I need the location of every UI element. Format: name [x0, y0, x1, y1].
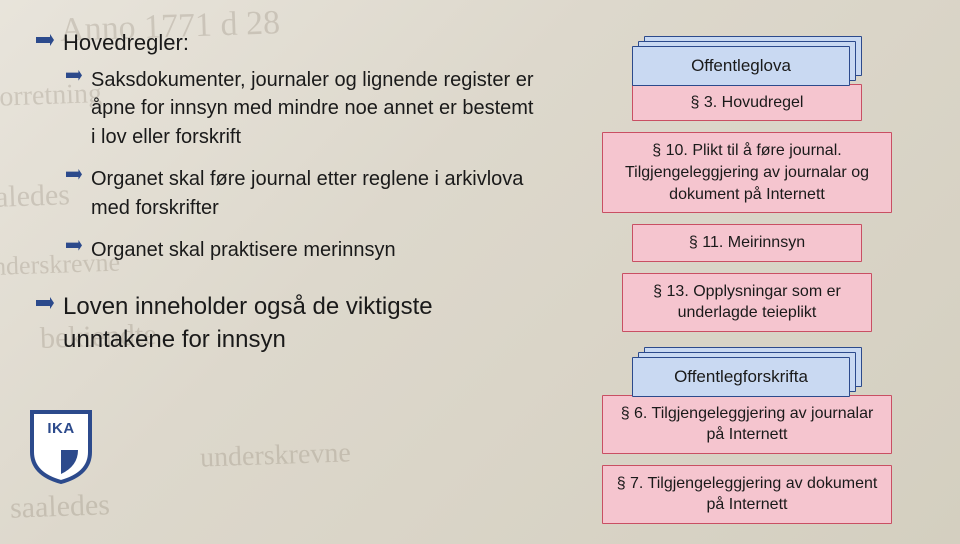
summary-list: Loven inneholder også de viktigste unnta…: [36, 290, 536, 366]
regulation-title-box: Offentlegforskrifta: [632, 347, 862, 384]
ika-label: IKA: [28, 420, 94, 437]
left-column: Hovedregler: Saksdokumenter, journaler o…: [36, 30, 536, 524]
bullet-list: Saksdokumenter, journaler og lignende re…: [36, 66, 536, 278]
section-box: § 7. Tilgjengeleggjering av dokument på …: [602, 465, 892, 524]
main-list: Hovedregler:: [36, 30, 536, 66]
bullet-text: Saksdokumenter, journaler og lignende re…: [91, 66, 536, 151]
bullet-item: Organet skal praktisere merinnsyn: [66, 236, 536, 264]
bullet-text: Organet skal praktisere merinnsyn: [91, 236, 396, 264]
arrow-icon: [66, 240, 82, 256]
regulation-title-text: Offentlegforskrifta: [632, 357, 850, 397]
bullet-item: Saksdokumenter, journaler og lignende re…: [66, 66, 536, 151]
bullet-item: Organet skal føre journal etter reglene …: [66, 165, 536, 222]
section-box: § 6. Tilgjengeleggjering av journalar på…: [602, 395, 892, 454]
bullet-text: Organet skal føre journal etter reglene …: [91, 165, 536, 222]
ika-badge: IKA: [28, 408, 94, 484]
section-box: § 11. Meirinnsyn: [632, 224, 862, 262]
section-box: § 3. Hovudregel: [632, 84, 862, 122]
law-title-text: Offentleglova: [632, 46, 850, 86]
arrow-icon: [36, 297, 54, 315]
arrow-icon: [66, 70, 82, 86]
right-column: Offentleglova § 3. Hovudregel § 10. Plik…: [562, 30, 932, 524]
arrow-icon: [36, 34, 54, 52]
summary-item: Loven inneholder også de viktigste unnta…: [36, 290, 536, 356]
heading-item: Hovedregler:: [36, 30, 536, 56]
section-box: § 10. Plikt til å føre journal. Tilgjeng…: [602, 132, 892, 213]
summary-text: Loven inneholder også de viktigste unnta…: [63, 290, 536, 356]
slide-content: Hovedregler: Saksdokumenter, journaler o…: [0, 0, 960, 544]
heading-text: Hovedregler:: [63, 30, 189, 56]
arrow-icon: [66, 169, 82, 185]
section-box: § 13. Opplysningar som er underlagde tei…: [622, 273, 872, 332]
law-title-box: Offentleglova: [632, 36, 862, 73]
